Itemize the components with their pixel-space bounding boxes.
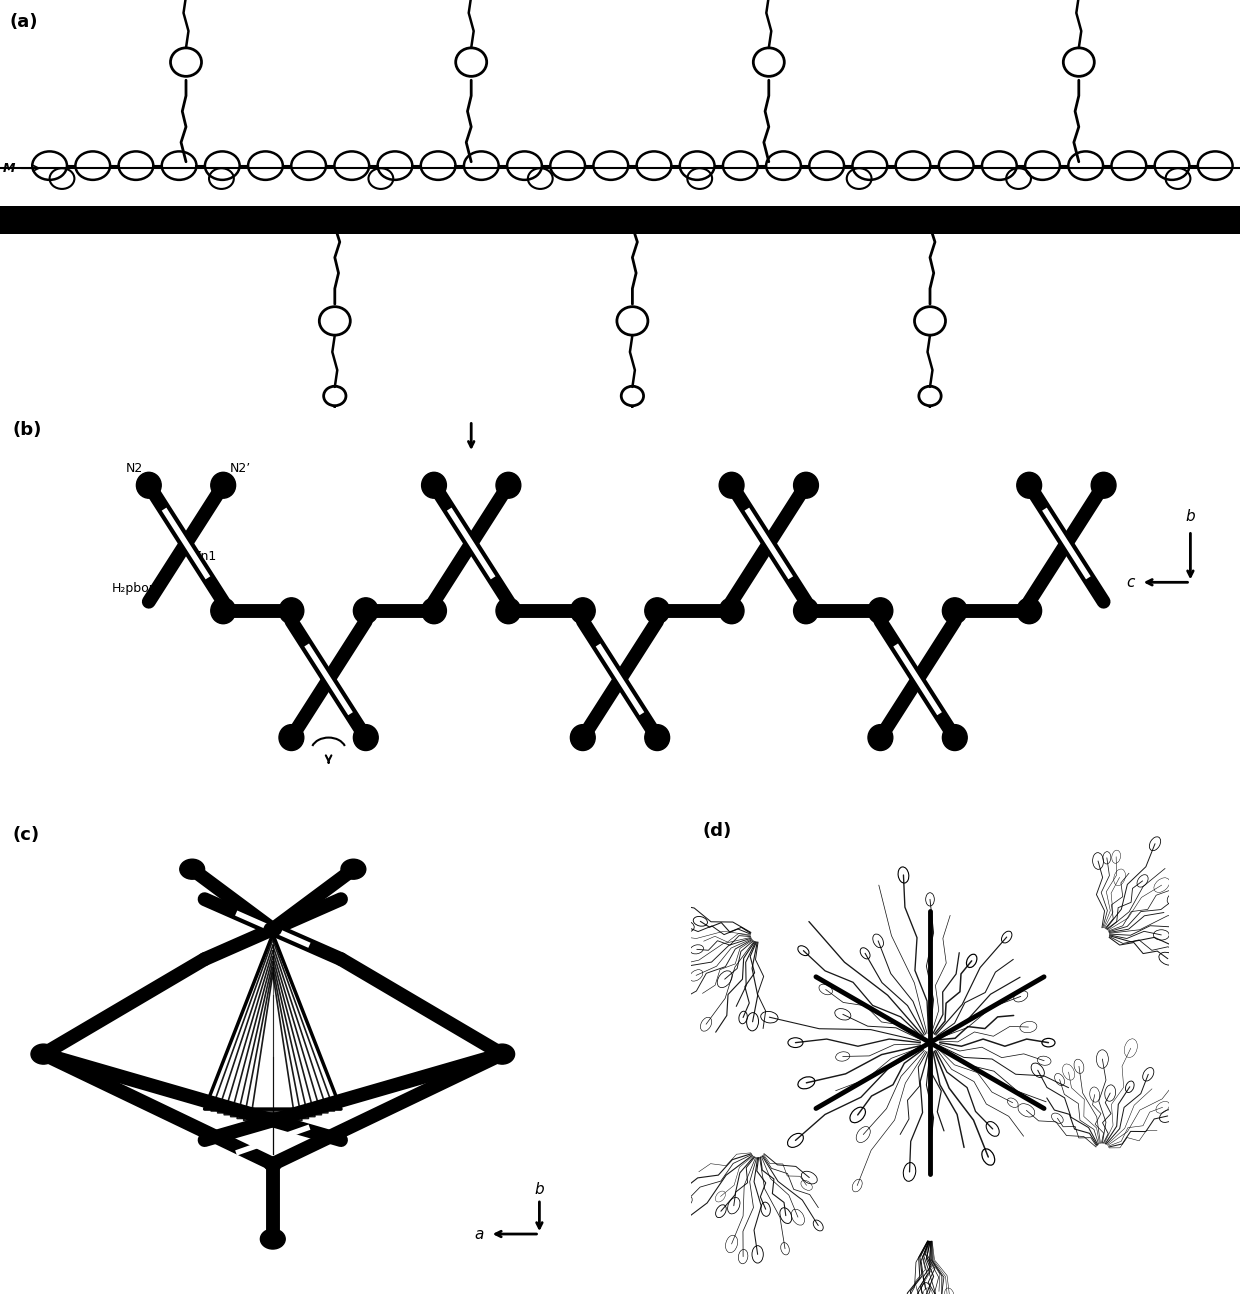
Circle shape (868, 598, 893, 624)
Circle shape (279, 598, 304, 624)
Circle shape (942, 598, 967, 624)
Circle shape (719, 472, 744, 498)
Circle shape (645, 725, 670, 751)
Text: N2’: N2’ (229, 462, 250, 475)
Circle shape (353, 725, 378, 751)
Circle shape (422, 598, 446, 624)
Text: M: M (2, 162, 15, 175)
Text: b: b (534, 1181, 544, 1197)
Circle shape (496, 472, 521, 498)
Text: P: P (6, 214, 15, 226)
Text: Zn1: Zn1 (192, 550, 217, 563)
Circle shape (260, 1229, 285, 1249)
Circle shape (279, 725, 304, 751)
Text: a: a (474, 1227, 484, 1241)
Circle shape (794, 472, 818, 498)
Text: (b): (b) (12, 421, 42, 439)
Circle shape (570, 598, 595, 624)
Circle shape (136, 472, 161, 498)
Text: H₂pbop: H₂pbop (112, 582, 157, 595)
Circle shape (211, 598, 236, 624)
Circle shape (490, 1044, 515, 1064)
Circle shape (1091, 472, 1116, 498)
Bar (0, 206, 1240, 234)
Circle shape (1017, 598, 1042, 624)
Circle shape (719, 598, 744, 624)
Circle shape (211, 472, 236, 498)
Text: N2: N2 (125, 462, 143, 475)
Circle shape (496, 598, 521, 624)
Circle shape (570, 725, 595, 751)
Text: c: c (1126, 575, 1135, 590)
Text: (a): (a) (10, 13, 38, 31)
Circle shape (1017, 472, 1042, 498)
Circle shape (794, 598, 818, 624)
Circle shape (422, 472, 446, 498)
Circle shape (264, 923, 281, 936)
Circle shape (353, 598, 378, 624)
Text: (c): (c) (12, 826, 40, 844)
Circle shape (341, 859, 366, 879)
Circle shape (264, 1157, 281, 1171)
Circle shape (31, 1044, 56, 1064)
Circle shape (645, 598, 670, 624)
Circle shape (942, 725, 967, 751)
Circle shape (868, 725, 893, 751)
Circle shape (180, 859, 205, 879)
Text: (d): (d) (703, 823, 732, 840)
Text: b: b (1185, 509, 1195, 524)
